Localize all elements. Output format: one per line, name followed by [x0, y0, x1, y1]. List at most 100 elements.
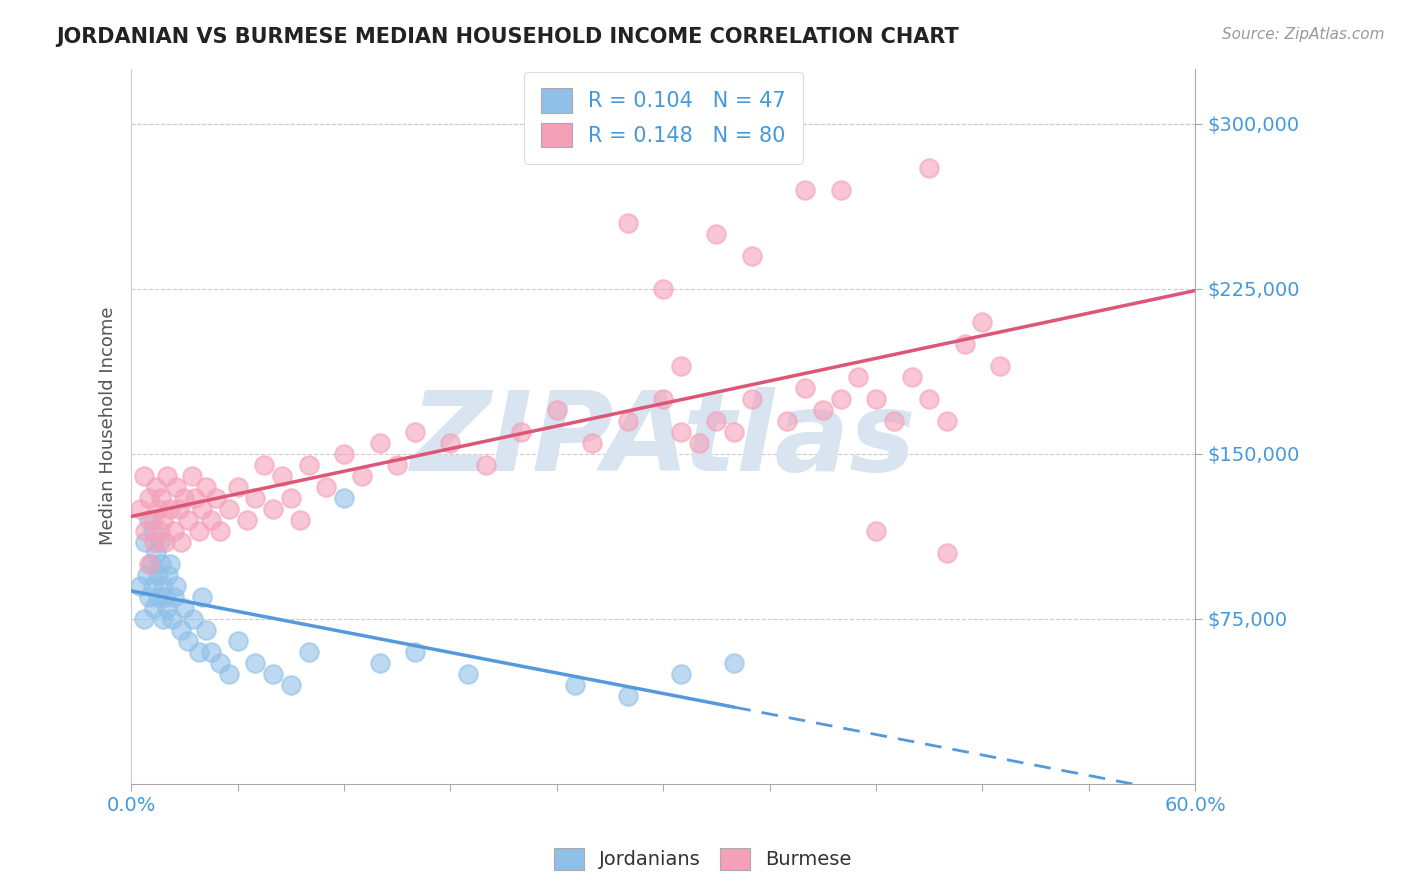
- Point: [652, 392, 675, 406]
- Point: [669, 425, 692, 439]
- Point: [194, 623, 217, 637]
- Y-axis label: Median Household Income: Median Household Income: [100, 307, 117, 545]
- Point: [368, 435, 391, 450]
- Point: [152, 513, 174, 527]
- Point: [181, 612, 204, 626]
- Point: [129, 579, 152, 593]
- Point: [138, 491, 160, 505]
- Point: [200, 513, 222, 527]
- Point: [297, 458, 319, 472]
- Point: [387, 458, 409, 472]
- Point: [153, 534, 176, 549]
- Point: [865, 524, 887, 538]
- Point: [208, 524, 231, 538]
- Point: [184, 491, 207, 505]
- Point: [706, 414, 728, 428]
- Point: [262, 501, 284, 516]
- Point: [953, 336, 976, 351]
- Point: [741, 249, 763, 263]
- Legend: R = 0.104   N = 47, R = 0.148   N = 80: R = 0.104 N = 47, R = 0.148 N = 80: [524, 71, 803, 163]
- Point: [271, 468, 294, 483]
- Point: [146, 590, 169, 604]
- Point: [134, 534, 156, 549]
- Point: [280, 678, 302, 692]
- Point: [150, 491, 173, 505]
- Point: [652, 282, 675, 296]
- Point: [669, 359, 692, 373]
- Point: [794, 183, 817, 197]
- Point: [205, 491, 228, 505]
- Text: JORDANIAN VS BURMESE MEDIAN HOUSEHOLD INCOME CORRELATION CHART: JORDANIAN VS BURMESE MEDIAN HOUSEHOLD IN…: [56, 27, 959, 46]
- Point: [846, 369, 869, 384]
- Point: [208, 656, 231, 670]
- Point: [794, 381, 817, 395]
- Point: [245, 491, 267, 505]
- Point: [152, 579, 174, 593]
- Point: [235, 513, 257, 527]
- Point: [156, 600, 179, 615]
- Point: [368, 656, 391, 670]
- Point: [404, 425, 426, 439]
- Point: [218, 501, 240, 516]
- Point: [439, 435, 461, 450]
- Point: [333, 447, 356, 461]
- Point: [141, 579, 163, 593]
- Point: [167, 501, 190, 516]
- Point: [134, 524, 156, 538]
- Point: [811, 402, 834, 417]
- Point: [177, 513, 200, 527]
- Point: [830, 392, 852, 406]
- Point: [159, 501, 181, 516]
- Point: [972, 315, 994, 329]
- Point: [138, 513, 160, 527]
- Point: [145, 480, 167, 494]
- Point: [723, 656, 745, 670]
- Point: [160, 612, 183, 626]
- Point: [138, 590, 160, 604]
- Point: [475, 458, 498, 472]
- Point: [149, 534, 172, 549]
- Point: [617, 414, 640, 428]
- Point: [180, 468, 202, 483]
- Point: [865, 392, 887, 406]
- Point: [177, 633, 200, 648]
- Point: [143, 534, 166, 549]
- Point: [173, 600, 195, 615]
- Point: [146, 567, 169, 582]
- Point: [688, 435, 710, 450]
- Point: [136, 567, 159, 582]
- Point: [145, 546, 167, 560]
- Point: [706, 227, 728, 241]
- Point: [253, 458, 276, 472]
- Point: [510, 425, 533, 439]
- Text: ZIPAtlas: ZIPAtlas: [411, 387, 917, 494]
- Point: [546, 402, 568, 417]
- Point: [936, 546, 959, 560]
- Point: [150, 557, 173, 571]
- Point: [830, 183, 852, 197]
- Point: [187, 524, 209, 538]
- Point: [741, 392, 763, 406]
- Point: [139, 557, 162, 571]
- Point: [138, 557, 160, 571]
- Point: [936, 414, 959, 428]
- Legend: Jordanians, Burmese: Jordanians, Burmese: [547, 839, 859, 878]
- Point: [132, 468, 155, 483]
- Point: [173, 491, 195, 505]
- Point: [297, 645, 319, 659]
- Point: [262, 666, 284, 681]
- Text: Source: ZipAtlas.com: Source: ZipAtlas.com: [1222, 27, 1385, 42]
- Point: [191, 590, 214, 604]
- Point: [165, 480, 187, 494]
- Point: [156, 468, 179, 483]
- Point: [218, 666, 240, 681]
- Point: [153, 590, 176, 604]
- Point: [988, 359, 1011, 373]
- Point: [333, 491, 356, 505]
- Point: [143, 600, 166, 615]
- Point: [187, 645, 209, 659]
- Point: [141, 513, 163, 527]
- Point: [581, 435, 603, 450]
- Point: [280, 491, 302, 505]
- Point: [883, 414, 905, 428]
